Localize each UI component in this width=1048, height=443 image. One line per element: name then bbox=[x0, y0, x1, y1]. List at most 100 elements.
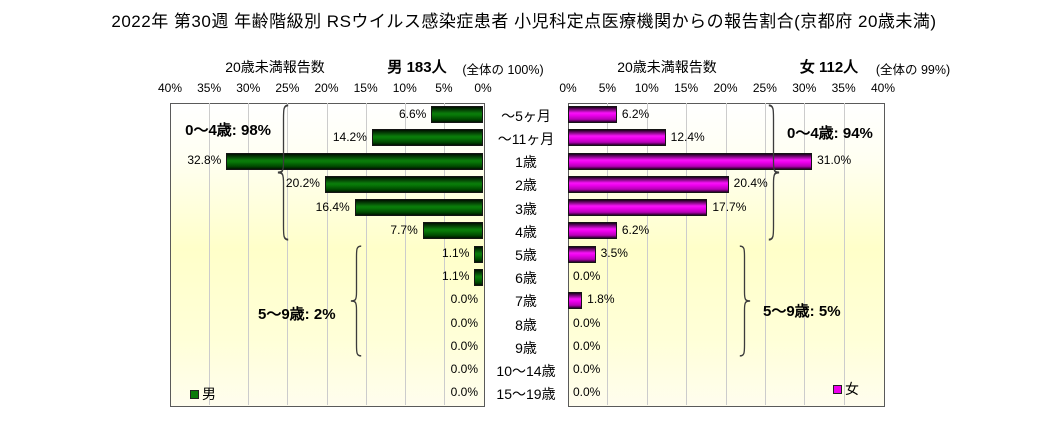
male-age-group-annotation: 5〜9歳: 2% bbox=[258, 306, 336, 323]
female-group-brace bbox=[766, 104, 781, 241]
male-value-label: 1.1% bbox=[442, 246, 470, 260]
female-value-label: 0.0% bbox=[573, 338, 601, 353]
female-axis-tick-label: 25% bbox=[752, 81, 777, 95]
male-plot-gridline bbox=[209, 103, 211, 405]
female-value-label: 6.2% bbox=[621, 106, 650, 121]
male-share-label: (全体の 100%) bbox=[462, 63, 544, 77]
female-value-label: 31.0% bbox=[817, 153, 852, 168]
male-plot-gridline bbox=[365, 103, 367, 405]
female-axis-tick-label: 15% bbox=[674, 81, 699, 95]
female-axis-tick-label: 5% bbox=[598, 81, 617, 95]
female-plot-gridline bbox=[686, 103, 688, 405]
male-age-group-annotation: 0〜4歳: 98% bbox=[185, 122, 271, 139]
female-plot-gridline bbox=[804, 103, 806, 405]
category-label: 5歳 bbox=[515, 247, 537, 263]
male-value-label: 16.4% bbox=[315, 199, 350, 214]
female-total-label: 女 112人 bbox=[799, 59, 859, 76]
male-value-label: 0.0% bbox=[450, 292, 478, 307]
female-plot-gridline bbox=[725, 103, 727, 405]
female-bar-〜5ヶ月 bbox=[568, 106, 617, 124]
category-label: 4歳 bbox=[515, 223, 537, 240]
female-axis-tick-label: 35% bbox=[831, 81, 856, 95]
category-label: 7歳 bbox=[515, 293, 537, 310]
category-label: 2歳 bbox=[515, 177, 537, 194]
male-plot-area bbox=[170, 103, 485, 407]
male-bar-3歳 bbox=[354, 199, 483, 217]
female-plot-gridline bbox=[607, 103, 609, 405]
male-axis-tick-label: 40% bbox=[157, 81, 183, 95]
male-value-label: 32.8% bbox=[187, 153, 222, 168]
male-plot-gridline bbox=[443, 103, 445, 405]
male-axis-tick-label: 10% bbox=[392, 81, 417, 95]
female-plot-gridline bbox=[843, 103, 845, 405]
category-label: 10〜14歳 bbox=[496, 363, 556, 380]
male-value-label: 6.6% bbox=[399, 106, 427, 121]
category-label: 15〜19歳 bbox=[496, 386, 556, 403]
male-value-label: 0.0% bbox=[450, 315, 478, 330]
male-value-label: 0.0% bbox=[450, 362, 478, 377]
female-bar-2歳 bbox=[568, 175, 729, 193]
female-value-label: 3.5% bbox=[600, 246, 628, 260]
female-age-group-annotation: 5〜9歳: 5% bbox=[763, 303, 841, 320]
male-plot-gridline bbox=[248, 103, 250, 405]
male-axis-tick-label: 15% bbox=[353, 81, 378, 95]
female-legend: 女 bbox=[833, 379, 859, 399]
male-axis-tick-label: 5% bbox=[435, 81, 453, 95]
female-plot-gridline bbox=[764, 103, 766, 405]
male-group-brace bbox=[349, 245, 364, 357]
female-share-label: (全体の 99%) bbox=[875, 63, 951, 77]
female-age-group-annotation: 0〜4歳: 94% bbox=[787, 125, 873, 142]
male-group-brace bbox=[276, 104, 291, 241]
male-value-label: 20.2% bbox=[285, 176, 320, 191]
female-axis-tick-label: 30% bbox=[792, 81, 817, 95]
male-value-label: 1.1% bbox=[442, 269, 470, 284]
female-report-count-label: 20歳未満報告数 bbox=[617, 59, 717, 75]
male-plot-gridline bbox=[404, 103, 406, 405]
male-plot-gridline bbox=[326, 103, 328, 405]
category-label: 1歳 bbox=[515, 154, 537, 171]
category-label: 〜11ヶ月 bbox=[497, 130, 555, 147]
female-bar-7歳 bbox=[568, 291, 583, 309]
male-bar-1歳 bbox=[226, 152, 483, 170]
female-value-label: 1.8% bbox=[587, 292, 615, 307]
male-report-count-label: 20歳未満報告数 bbox=[225, 59, 325, 75]
male-total-label: 男 183人 bbox=[387, 59, 447, 76]
male-bar-2歳 bbox=[324, 175, 483, 193]
male-axis-tick-label: 30% bbox=[236, 81, 261, 95]
female-value-label: 0.0% bbox=[573, 385, 601, 400]
male-legend-label: 男 bbox=[202, 386, 216, 402]
male-axis-tick-label: 25% bbox=[275, 81, 300, 95]
male-axis-tick-label: 20% bbox=[314, 81, 339, 95]
female-value-label: 20.4% bbox=[733, 176, 768, 191]
male-legend-swatch-icon bbox=[190, 389, 199, 399]
female-value-label: 0.0% bbox=[573, 362, 601, 377]
female-bar-5歳 bbox=[568, 245, 596, 263]
category-label: 3歳 bbox=[515, 200, 537, 217]
female-plot-gridline bbox=[646, 103, 648, 405]
category-label: 8歳 bbox=[515, 316, 537, 333]
male-bar-6歳 bbox=[474, 268, 483, 286]
female-value-label: 12.4% bbox=[670, 129, 705, 144]
female-value-label: 6.2% bbox=[621, 222, 650, 237]
male-value-label: 0.0% bbox=[450, 338, 478, 353]
male-bar-4歳 bbox=[422, 222, 483, 240]
female-value-label: 17.7% bbox=[712, 199, 747, 214]
female-bar-〜11ヶ月 bbox=[568, 129, 666, 147]
male-value-label: 7.7% bbox=[390, 222, 418, 237]
male-value-label: 0.0% bbox=[450, 385, 478, 400]
male-bar-5歳 bbox=[474, 245, 483, 263]
female-bar-4歳 bbox=[568, 222, 617, 240]
female-legend-label: 女 bbox=[845, 381, 859, 397]
male-bar-〜5ヶ月 bbox=[431, 106, 483, 124]
female-legend-swatch-icon bbox=[833, 384, 842, 394]
female-axis-tick-label: 40% bbox=[870, 81, 896, 95]
male-legend: 男 bbox=[190, 384, 216, 404]
female-value-label: 0.0% bbox=[573, 315, 601, 330]
female-axis-tick-label: 20% bbox=[713, 81, 738, 95]
male-plot-gridline bbox=[287, 103, 289, 405]
category-label: 〜5ヶ月 bbox=[501, 107, 551, 124]
male-axis-tick-label: 35% bbox=[197, 81, 222, 95]
chart-title: 2022年 第30週 年齢階級別 RSウイルス感染症患者 小児科定点医療機関から… bbox=[111, 12, 937, 31]
female-group-brace bbox=[737, 245, 752, 357]
